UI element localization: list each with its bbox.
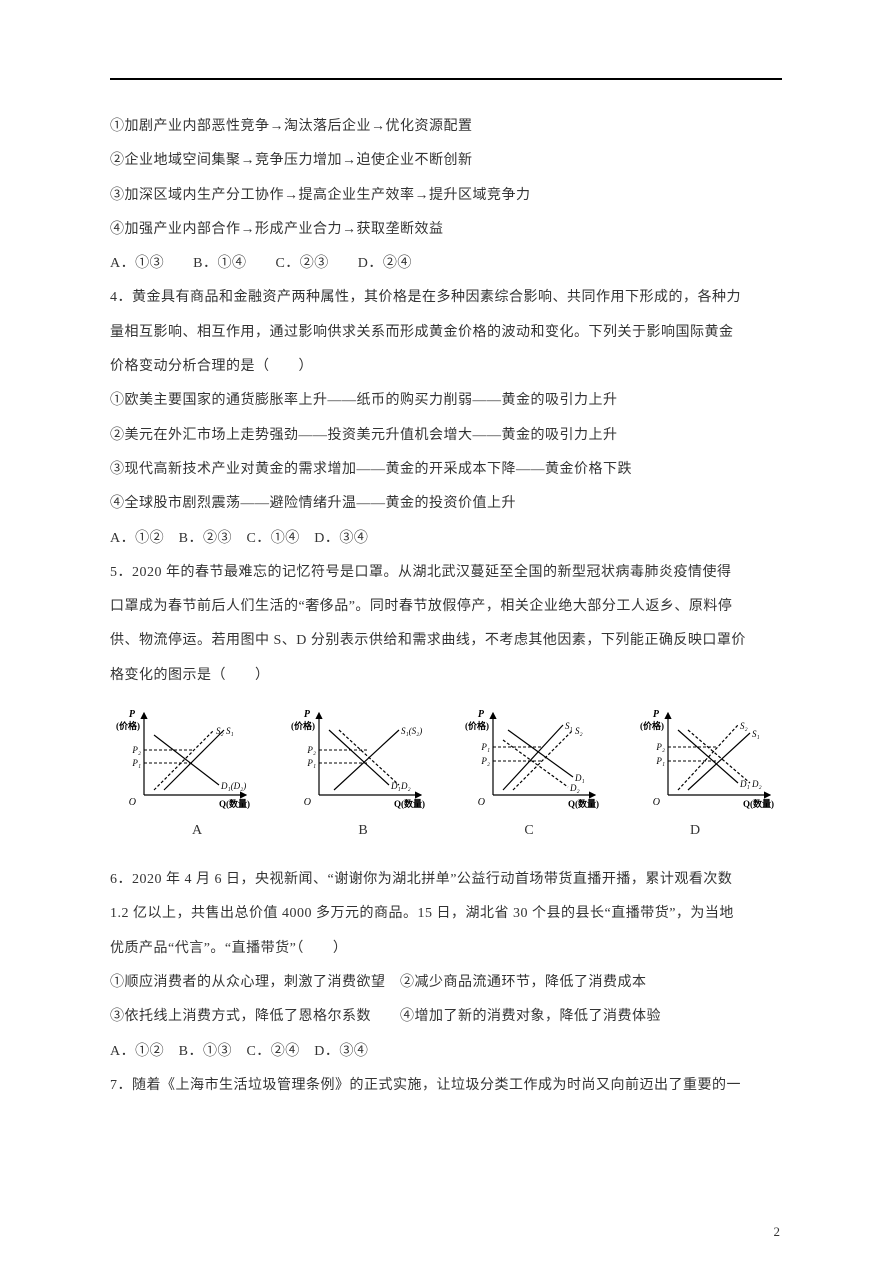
charts-row: P(价格)OQ(数量)P₂P₁S₂S₁D₁(D₂)P(价格)OQ(数量)P₂P₁…: [110, 705, 782, 815]
svg-text:O: O: [303, 797, 310, 808]
svg-text:P₂: P₂: [481, 756, 491, 766]
body-line: 口罩成为春节前后人们生活的“奢侈品”。同时春节放假停产，相关企业绝大部分工人返乡…: [110, 590, 782, 624]
supply-demand-chart-b: P(价格) O Q(数量) P₂ P₁ S₁(S₂) D₁D₂: [289, 705, 429, 815]
svg-text:O: O: [653, 797, 660, 808]
svg-text:P₁: P₁: [306, 758, 316, 768]
body-line: ①加剧产业内部恶性竞争→淘汰落后企业→优化资源配置: [110, 110, 782, 144]
supply-demand-chart-c: P(价格) O Q(数量) P₁ P₂ S₁S₂ D₁D₂: [463, 705, 603, 815]
svg-text:O: O: [478, 797, 485, 808]
options-line: A．①③ B．①④ C．②③ D．②④: [110, 247, 782, 281]
body-line: ①顺应消费者的从众心理，刺激了消费欲望 ②减少商品流通环节，降低了消费成本: [110, 966, 782, 1000]
body-line: ②美元在外汇市场上走势强劲——投资美元升值机会增大——黄金的吸引力上升: [110, 419, 782, 453]
body-line: 优质产品“代言”。“直播带货”（ ）: [110, 932, 782, 966]
svg-text:(价格): (价格): [640, 720, 664, 731]
page-content: ①加剧产业内部恶性竞争→淘汰落后企业→优化资源配置 ②企业地域空间集聚→竞争压力…: [0, 0, 892, 1143]
svg-text:D₂: D₂: [751, 779, 762, 789]
svg-text:D₁: D₁: [390, 781, 401, 791]
body-line: ④全球股市剧烈震荡——避险情绪升温——黄金的投资价值上升: [110, 487, 782, 521]
svg-text:(价格): (价格): [116, 720, 140, 731]
svg-text:P₁: P₁: [131, 758, 141, 768]
supply-demand-chart-d: P(价格) O Q(数量) P₂ P₁ S₂ S₁ D₁D₂: [638, 705, 778, 815]
svg-text:Q(数量): Q(数量): [219, 798, 250, 809]
body-line: ④加强产业内部合作→形成产业合力→获取垄断效益: [110, 213, 782, 247]
svg-text:S₁: S₁: [226, 726, 234, 736]
svg-text:P₂: P₂: [655, 742, 665, 752]
svg-text:S₁(S₂): S₁(S₂): [401, 726, 422, 736]
body-line: 格变化的图示是（ ）: [110, 659, 782, 693]
body-line: 6．2020 年 4 月 6 日，央视新闻、“谢谢你为湖北拼单”公益行动首场带货…: [110, 863, 782, 897]
svg-text:S₂: S₂: [575, 726, 583, 736]
svg-text:D₁: D₁: [574, 773, 585, 783]
body-line: 价格变动分析合理的是（ ）: [110, 350, 782, 384]
svg-text:P₁: P₁: [481, 742, 491, 752]
svg-text:D₂: D₂: [400, 781, 411, 791]
svg-text:Q(数量): Q(数量): [394, 798, 425, 809]
svg-text:S₂: S₂: [740, 721, 748, 731]
body-line: 量相互影响、相互作用，通过影响供求关系而形成黄金价格的波动和变化。下列关于影响国…: [110, 316, 782, 350]
svg-text:D₁(D₂): D₁(D₂): [220, 781, 246, 791]
svg-text:D₁: D₁: [739, 779, 750, 789]
body-line: 7．随着《上海市生活垃圾管理条例》的正式实施，让垃圾分类工作成为时尚又向前迈出了…: [110, 1069, 782, 1103]
chart-letter-b: B: [293, 823, 433, 839]
top-rule: [110, 78, 782, 80]
body-line: 供、物流停运。若用图中 S、D 分别表示供给和需求曲线，不考虑其他因素，下列能正…: [110, 624, 782, 658]
svg-text:O: O: [129, 797, 136, 808]
svg-text:P: P: [653, 709, 660, 720]
body-line: 1.2 亿以上，共售出总价值 4000 多万元的商品。15 日，湖北省 30 个…: [110, 897, 782, 931]
svg-text:(价格): (价格): [291, 720, 315, 731]
svg-text:P₁: P₁: [655, 756, 665, 766]
svg-text:(价格): (价格): [465, 720, 489, 731]
svg-text:S₁: S₁: [752, 729, 760, 739]
chart-letter-a: A: [127, 823, 267, 839]
body-line: ②企业地域空间集聚→竞争压力增加→迫使企业不断创新: [110, 144, 782, 178]
body-line: ①欧美主要国家的通货膨胀率上升——纸币的购买力削弱——黄金的吸引力上升: [110, 384, 782, 418]
body-line: 5．2020 年的春节最难忘的记忆符号是口罩。从湖北武汉蔓延至全国的新型冠状病毒…: [110, 556, 782, 590]
svg-text:S₁: S₁: [565, 721, 573, 731]
chart-labels-row: A B C D: [110, 823, 782, 839]
svg-text:P₂: P₂: [131, 745, 141, 755]
page-number: 2: [774, 1224, 781, 1240]
chart-letter-c: C: [459, 823, 599, 839]
svg-text:Q(数量): Q(数量): [568, 798, 599, 809]
chart-letter-d: D: [625, 823, 765, 839]
svg-text:P: P: [478, 709, 485, 720]
svg-text:P: P: [129, 709, 136, 720]
supply-demand-chart-a: P(价格)OQ(数量)P₂P₁S₂S₁D₁(D₂): [114, 705, 254, 815]
options-line: A．①② B．②③ C．①④ D．③④: [110, 522, 782, 556]
svg-text:Q(数量): Q(数量): [743, 798, 774, 809]
body-line: 4．黄金具有商品和金融资产两种属性，其价格是在多种因素综合影响、共同作用下形成的…: [110, 281, 782, 315]
svg-text:D₂: D₂: [569, 783, 580, 793]
svg-text:P: P: [304, 709, 311, 720]
body-line: ③现代高新技术产业对黄金的需求增加——黄金的开采成本下降——黄金价格下跌: [110, 453, 782, 487]
body-line: ③依托线上消费方式，降低了恩格尔系数 ④增加了新的消费对象，降低了消费体验: [110, 1000, 782, 1034]
options-line: A．①② B．①③ C．②④ D．③④: [110, 1035, 782, 1069]
svg-text:P₂: P₂: [306, 745, 316, 755]
body-line: ③加深区域内生产分工协作→提高企业生产效率→提升区域竞争力: [110, 179, 782, 213]
